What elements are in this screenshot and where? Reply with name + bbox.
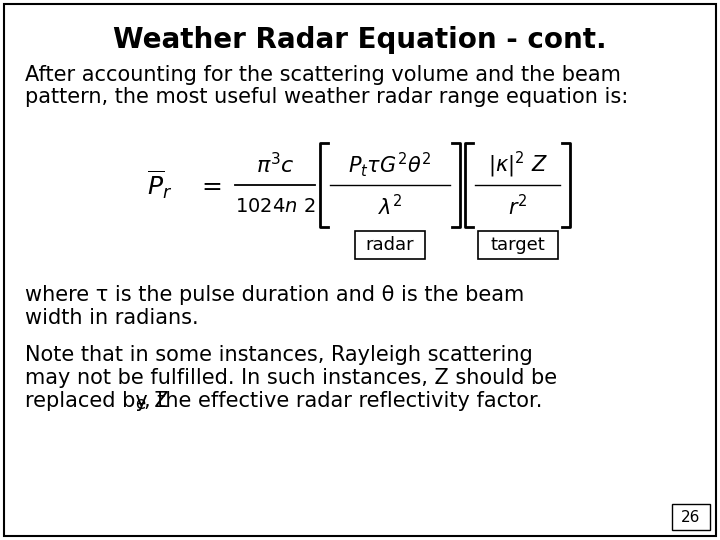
Text: $\pi^3c$: $\pi^3c$ [256,152,294,178]
Text: $\overline{P}_r$: $\overline{P}_r$ [148,169,173,201]
FancyBboxPatch shape [672,504,710,530]
Text: , the effective radar reflectivity factor.: , the effective radar reflectivity facto… [145,391,543,411]
Text: pattern, the most useful weather radar range equation is:: pattern, the most useful weather radar r… [25,87,629,107]
Text: After accounting for the scattering volume and the beam: After accounting for the scattering volu… [25,65,621,85]
Text: target: target [490,236,545,254]
Text: radar: radar [366,236,414,254]
Text: $r^2$: $r^2$ [508,194,528,220]
Text: $1024n\ 2$: $1024n\ 2$ [235,198,315,217]
Text: $\lambda^2$: $\lambda^2$ [378,194,402,220]
FancyBboxPatch shape [355,231,425,259]
Text: $=$: $=$ [197,173,222,197]
Text: may not be fulfilled. In such instances, Z should be: may not be fulfilled. In such instances,… [25,368,557,388]
Text: width in radians.: width in radians. [25,308,199,328]
Text: 26: 26 [681,510,701,524]
FancyBboxPatch shape [478,231,558,259]
Text: where τ is the pulse duration and θ is the beam: where τ is the pulse duration and θ is t… [25,285,524,305]
Text: e: e [135,395,145,413]
Text: $|\kappa|^2\ Z$: $|\kappa|^2\ Z$ [488,150,548,180]
Text: $P_t\tau G^2\theta^2$: $P_t\tau G^2\theta^2$ [348,151,432,179]
Text: Weather Radar Equation - cont.: Weather Radar Equation - cont. [113,26,607,54]
Text: Note that in some instances, Rayleigh scattering: Note that in some instances, Rayleigh sc… [25,345,533,365]
Text: replaced by Z: replaced by Z [25,391,168,411]
